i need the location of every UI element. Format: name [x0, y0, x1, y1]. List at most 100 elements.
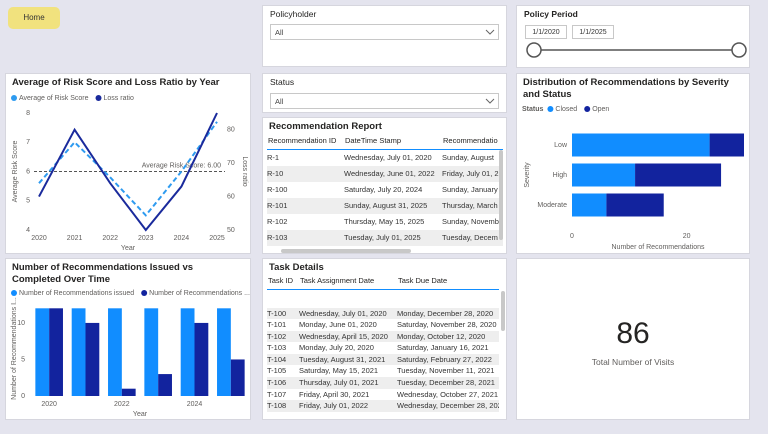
chart-title: Number of Recommendations Issued vs Comp…	[12, 262, 194, 285]
table-cell: Tuesday, July 01, 2025	[344, 233, 421, 242]
legend-label: Number of Recommendations issued	[19, 290, 134, 297]
column-header[interactable]: DateTime Stamp	[344, 132, 442, 150]
y-axis-title: Severity	[524, 162, 531, 188]
table-row: R-101 Sunday, August 31, 2025 Thursday, Ma…	[267, 198, 503, 214]
y-axis-title: Number of Recommendations I...	[11, 297, 18, 400]
column-header[interactable]: Task ID	[267, 272, 299, 290]
bar	[35, 308, 50, 396]
table-row: R-1 Wednesday, July 01, 2020 Sunday, Augus…	[267, 150, 503, 167]
table-cell: T-100	[267, 308, 287, 318]
bar	[85, 322, 100, 396]
table-cell: Tuesday, December 28, 2021	[397, 378, 495, 388]
legend-label: Closed	[555, 106, 577, 113]
bar-segment	[572, 133, 710, 157]
table-cell: T-105	[267, 366, 287, 376]
table-row: R-102 Thursday, May 15, 2025 Sunday, Novem…	[267, 214, 503, 230]
slicer-label: Policyholder	[270, 9, 317, 19]
table-cell: T-101	[267, 320, 287, 330]
dropdown[interactable]: All	[270, 93, 499, 109]
table-row: T-105 Saturday, May 15, 2021 Tuesday, Nove…	[267, 365, 499, 377]
column-header[interactable]: Recommendation ID	[267, 132, 344, 150]
x-tick-label: 2024	[174, 235, 190, 242]
table-cell: Wednesday, April 15, 2020	[299, 331, 388, 341]
bar	[144, 308, 159, 396]
bar	[108, 308, 122, 396]
slicer-label: Status	[270, 77, 295, 87]
legend-marker	[141, 290, 148, 296]
task-table: Task ID Task Assignment Date Task Due Da…	[267, 272, 499, 412]
table-cell: Monday, December 28, 2020	[397, 308, 494, 318]
chart-title: Average of Risk Score and Loss Ratio by …	[12, 77, 220, 88]
y2-tick-label: 60	[227, 193, 235, 200]
column-header[interactable]: Task Assignment Date	[299, 272, 397, 290]
x-tick-label: 2022	[114, 401, 130, 408]
table-cell: Saturday, November 28, 2020	[397, 320, 497, 330]
column-header[interactable]: Task Due Date	[397, 272, 499, 290]
y-tick-label: 10	[17, 320, 25, 327]
table-row: T-101 Monday, June 01, 2020 Saturday, Nove…	[267, 319, 499, 331]
kpi-card: 86 Total Number of Visits	[516, 258, 750, 420]
end-date[interactable]: 1/1/2025	[572, 25, 614, 39]
table-cell: Tuesday, November 11, 2021	[397, 366, 495, 376]
slider-handle[interactable]	[526, 42, 542, 58]
bar	[121, 388, 136, 396]
slicer-label: Policy Period	[524, 9, 578, 19]
bar	[180, 308, 195, 396]
legend-marker	[95, 95, 102, 101]
line-chart: Average of Risk Score Loss ratio 4 5 6 7 8 50 60…	[11, 95, 248, 252]
x-tick-label: 2023	[138, 235, 154, 242]
bar-chart: Status Closed Open 0 20 Number of Recommendat…	[522, 106, 744, 251]
legend-title: Status	[522, 106, 544, 113]
scrollbar[interactable]	[499, 150, 503, 240]
table-row: T-103 Monday, July 20, 2020 Saturday, Janu…	[267, 342, 499, 354]
scrollbar[interactable]	[281, 249, 411, 253]
legend-label: Average of Risk Score	[19, 95, 89, 102]
x-tick-label: 0	[570, 233, 574, 240]
y-tick-label: High	[553, 172, 568, 179]
y2-tick-label: 80	[227, 127, 235, 134]
legend-label: Number of Recommendations ...	[149, 290, 250, 297]
slider-handle[interactable]	[731, 42, 747, 58]
table-cell: Monday, July 20, 2020	[299, 343, 374, 353]
start-date[interactable]: 1/1/2020	[525, 25, 567, 39]
table-cell: R-1	[267, 153, 280, 162]
y-tick-label: 8	[26, 110, 30, 117]
y2-axis-title: Loss ratio	[241, 156, 248, 186]
table-cell: T-104	[267, 354, 287, 364]
y-tick-label: 7	[26, 139, 30, 146]
range-slider	[526, 42, 747, 58]
dropdown[interactable]: All	[270, 24, 499, 40]
column-header[interactable]: Recommendatio	[442, 132, 503, 150]
table-cell: T-102	[267, 331, 287, 341]
table-cell: Monday, October 12, 2020	[397, 331, 486, 341]
table-cell: Wednesday, October 27, 2021	[397, 389, 499, 399]
table-cell: T-107	[267, 389, 287, 399]
scrollbar[interactable]	[501, 291, 505, 331]
table-row: T-102 Wednesday, April 15, 2020 Monday, Oc…	[267, 330, 499, 343]
table-cell: Wednesday, July 01, 2020	[344, 153, 432, 162]
x-tick-label: 2021	[67, 235, 83, 242]
y-tick-label: 4	[26, 227, 30, 234]
column-chart-panel: Number of Recommendations issued Number o…	[5, 258, 251, 420]
legend-marker	[584, 106, 591, 112]
table-cell: Saturday, May 15, 2021	[299, 366, 379, 376]
y-tick-label: Low	[554, 142, 568, 149]
column-chart: Number of Recommendations issued Number o…	[11, 290, 250, 418]
y-axis-title: Average Risk Score	[12, 141, 19, 203]
table-row: T-108 Friday, July 01, 2022 Wednesday, Dec…	[267, 400, 499, 412]
table-cell: Thursday, March	[442, 201, 498, 210]
bar	[158, 374, 172, 396]
y-tick-label: Moderate	[537, 202, 567, 209]
chevron	[485, 29, 495, 35]
table-cell: Wednesday, July 01, 2020	[299, 308, 387, 318]
table-cell: R-10	[267, 169, 284, 178]
x-tick-label: 20	[683, 233, 691, 240]
legend-marker	[547, 106, 554, 112]
policy-period-slicer: Policy Period 1/1/2020 1/1/2025	[516, 5, 750, 68]
table-row: R-100 Saturday, July 20, 2024 Sunday, Janu…	[267, 182, 503, 198]
bar-segment	[606, 193, 664, 217]
hbar-chart-panel: Status Closed Open 0 20 Number of Recommendat…	[516, 73, 750, 254]
home-button[interactable]: Home	[8, 7, 60, 29]
bar	[217, 308, 231, 396]
